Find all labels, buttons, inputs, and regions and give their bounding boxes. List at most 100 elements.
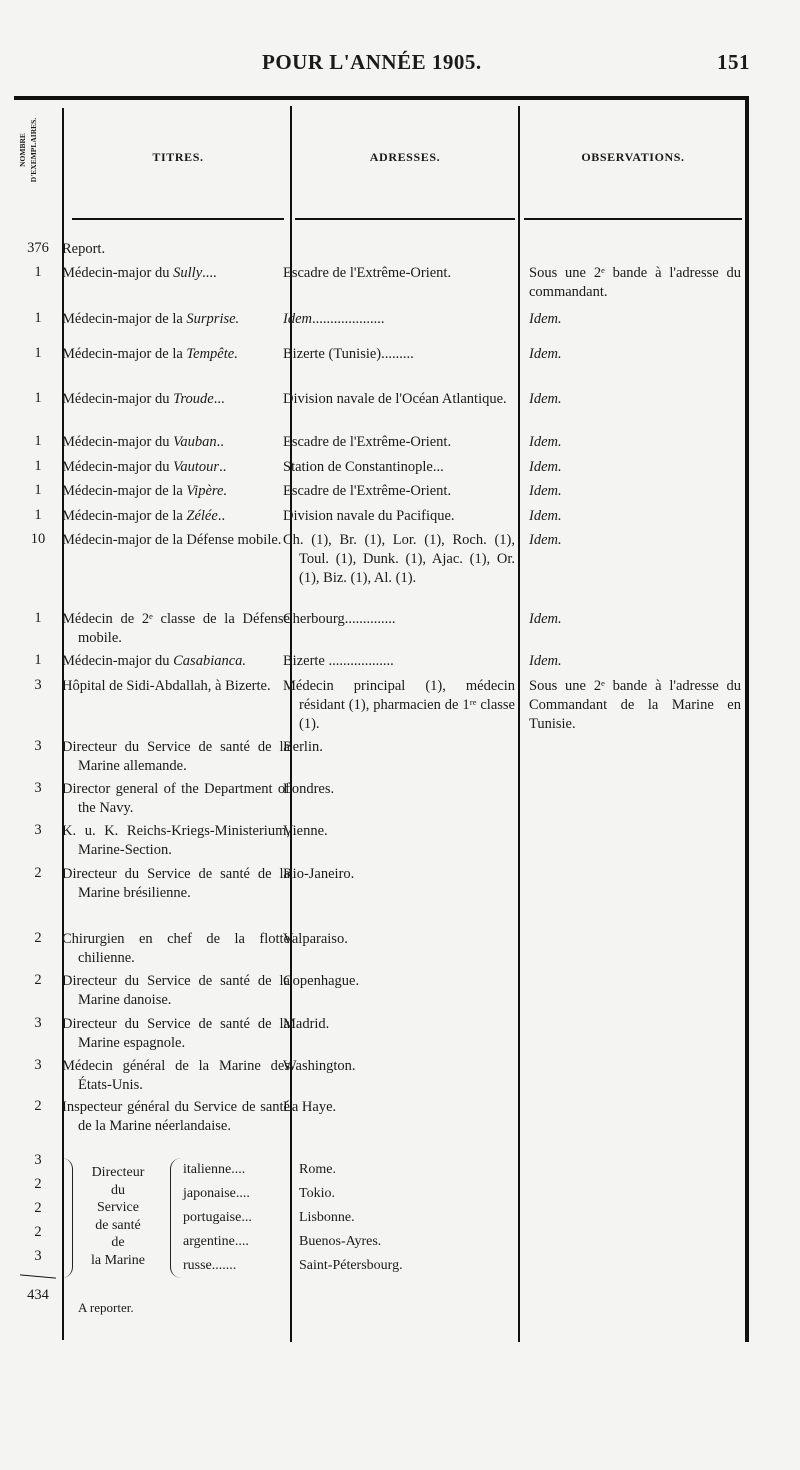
row-count: 3 [34, 1015, 42, 1031]
row-address: Ch. (1), Br. (1), Lor. (1), Roch. (1), T… [283, 532, 515, 586]
row-observation: Idem. [529, 611, 562, 627]
row-count: 1 [34, 310, 42, 326]
row-title: Médecin-major de la Zélée.. [62, 508, 226, 524]
row-address: Escadre de l'Extrême-Orient. [283, 265, 452, 281]
row-observation: Idem. [529, 346, 562, 362]
brace-icon [62, 1158, 73, 1278]
row-address: Vienne. [283, 823, 328, 839]
row-title: Chirurgien en chef de la flotte chilienn… [62, 931, 290, 966]
row-address: Cherbourg.............. [283, 611, 396, 627]
row-address: Madrid. [283, 1016, 330, 1032]
top-rule [14, 96, 749, 100]
row-title: Directeur du Service de santé de la Mari… [62, 866, 290, 901]
row-observation: Sous une 2ᵉ bande à l'adresse du Command… [529, 678, 741, 732]
total-count: 434 [27, 1287, 49, 1303]
row-count: 3 [34, 780, 42, 796]
nation-label: japonaise.... [183, 1186, 250, 1201]
row-count: 1 [34, 345, 42, 361]
row-title: Médecin-major de la Défense mobile. [62, 532, 282, 548]
row-count: 3 [34, 738, 42, 754]
row-title: Directeur du Service de santé de la Mari… [62, 739, 290, 774]
row-count: 1 [34, 390, 42, 406]
row-count: 1 [34, 264, 42, 280]
row-title: Report. [62, 241, 106, 257]
row-address: Division navale du Pacifique. [283, 508, 455, 524]
row-count: 3 [34, 1057, 42, 1073]
row-count: 2 [34, 1098, 42, 1114]
row-title: K. u. K. Reichs-Kriegs-Ministerium, Mari… [62, 823, 290, 858]
row-address: Tokio. [299, 1186, 335, 1201]
row-address: Valparaiso. [283, 931, 348, 947]
row-count: 2 [34, 972, 42, 988]
column-header-titles: TITRES. [152, 150, 204, 164]
column-divider [290, 106, 292, 1342]
row-address: Copenhague. [283, 973, 360, 989]
row-count: 2 [34, 1200, 42, 1216]
row-count: 2 [34, 930, 42, 946]
row-address: Bizerte (Tunisie)......... [283, 346, 414, 362]
row-address: Berlin. [283, 739, 323, 755]
nation-label: russe....... [183, 1258, 237, 1273]
row-count: 3 [34, 1248, 42, 1264]
header-rule [524, 218, 742, 220]
row-count: 1 [34, 458, 42, 474]
group-label-line: Directeur [91, 1165, 145, 1180]
row-count: 376 [27, 240, 49, 256]
column-header-observations: OBSERVATIONS. [581, 150, 685, 164]
row-title: Director general of the Department of th… [62, 781, 290, 816]
row-title: Médecin-major du Vauban.. [62, 434, 224, 450]
row-address: Médecin principal (1), médecin résidant … [283, 678, 515, 732]
row-address: Washington. [283, 1058, 356, 1074]
nation-label: italienne.... [183, 1162, 246, 1177]
row-address: Station de Constantinople... [283, 459, 444, 475]
group-label-line: Service [97, 1200, 139, 1215]
row-address: Buenos-Ayres. [299, 1234, 382, 1249]
row-count: 1 [34, 433, 42, 449]
row-title: Directeur du Service de santé de la Mari… [62, 1016, 290, 1051]
row-count: 2 [34, 1176, 42, 1192]
row-count: 1 [34, 482, 42, 498]
row-address: Lisbonne. [299, 1210, 355, 1225]
row-title: Médecin de 2ᵉ classe de la Défense mobil… [62, 611, 290, 646]
row-count: 3 [34, 677, 42, 693]
row-address: Rio-Janeiro. [283, 866, 355, 882]
row-observation: Idem. [529, 508, 562, 524]
column-divider [62, 108, 64, 1340]
row-observation: Idem. [529, 483, 562, 499]
row-title: Médecin général de la Marine des États-U… [62, 1058, 290, 1093]
group-label: Directeur du Service de santé de la Marine [78, 1164, 158, 1269]
row-title: Directeur du Service de santé de la Mari… [62, 973, 290, 1008]
header-rule [72, 218, 284, 220]
group-label-line: de santé [95, 1217, 141, 1233]
column-divider [518, 106, 520, 1342]
row-address: La Haye. [283, 1099, 337, 1115]
row-observation: Idem. [529, 391, 562, 407]
nation-label: argentine.... [183, 1234, 249, 1249]
row-observation: Idem. [529, 434, 562, 450]
row-observation: Idem. [529, 653, 562, 669]
row-address: Escadre de l'Extrême-Orient. [283, 483, 452, 499]
row-count: 10 [30, 531, 46, 547]
row-observation: Idem. [529, 532, 562, 548]
row-address: Escadre de l'Extrême-Orient. [283, 434, 452, 450]
row-address: Bizerte .................. [283, 653, 394, 669]
row-title: Inspecteur général du Service de santé d… [62, 1099, 290, 1134]
group-label-line: de [111, 1235, 125, 1250]
row-count: 2 [34, 865, 42, 881]
row-title: Médecin-major de la Surprise. [62, 311, 240, 327]
row-count: 2 [34, 1224, 42, 1240]
row-observation: Sous une 2ᵉ bande à l'adresse du command… [529, 265, 741, 300]
row-title: Hôpital de Sidi-Abdallah, à Bizerte. [62, 678, 271, 694]
row-count: 1 [34, 610, 42, 626]
brace-icon [170, 1158, 181, 1278]
row-count: 1 [34, 652, 42, 668]
row-address: Londres. [283, 781, 335, 797]
row-title: Médecin-major de la Tempête. [62, 346, 238, 362]
row-address: Idem.................... [283, 311, 385, 327]
row-count: 3 [34, 822, 42, 838]
row-title: Médecin-major du Vautour.. [62, 459, 227, 475]
nation-label: portugaise... [183, 1210, 252, 1225]
row-title: Médecin-major du Sully.... [62, 265, 217, 281]
row-title: Médecin-major de la Vipère. [62, 483, 228, 499]
page-number: 151 [717, 50, 750, 74]
